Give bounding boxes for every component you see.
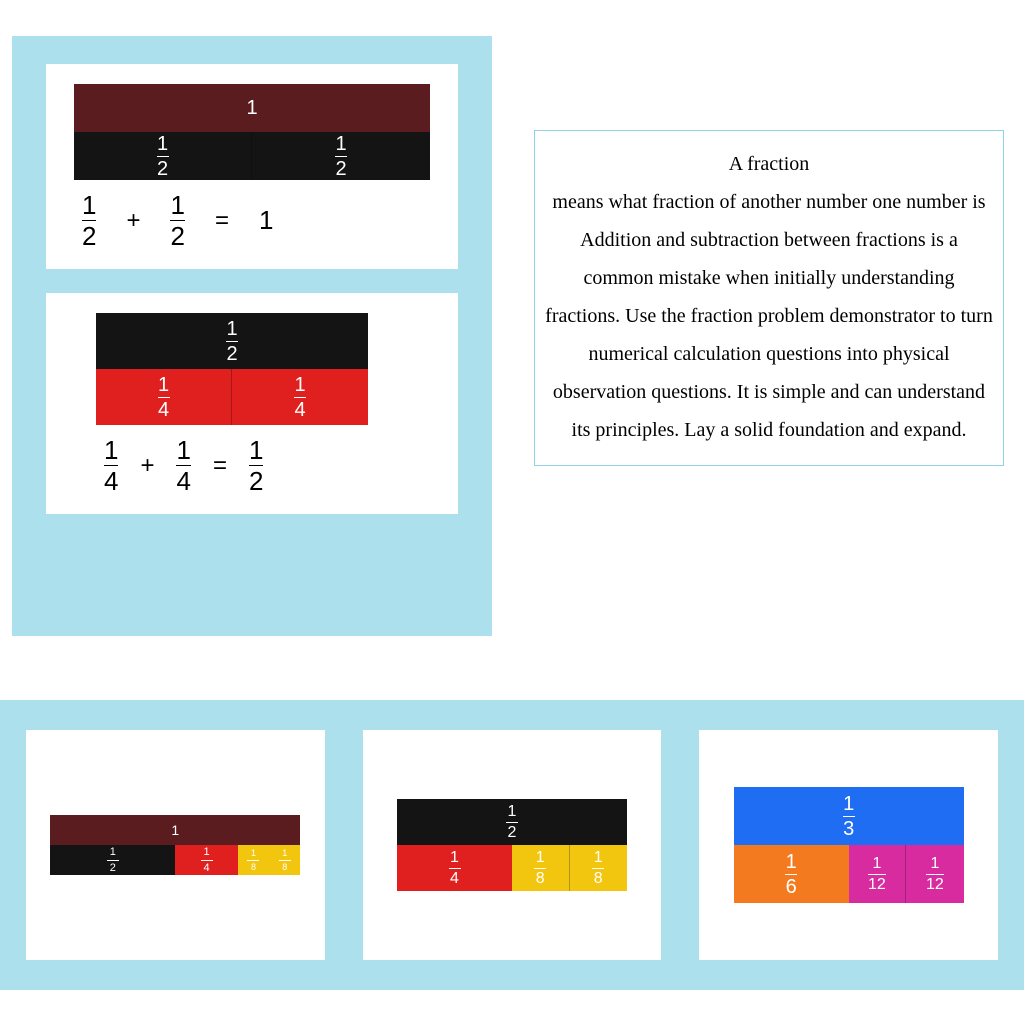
fraction-label: 1 2 (335, 134, 347, 179)
bar-sixth: 16 (734, 845, 849, 903)
bars-1: 1 1 2 1 2 (74, 84, 430, 180)
bar-label: 1 (171, 822, 179, 838)
bar-half: 1 2 (96, 313, 368, 369)
equation-2: 1 4 + 1 4 = 1 2 (96, 425, 368, 498)
bar-row-halves: 1 2 1 2 (74, 132, 430, 180)
bar-quarter: 14 (175, 845, 238, 875)
card-quarter-plus-quarter: 1 2 1 4 1 4 (46, 293, 458, 514)
bar-twelfth: 112 (849, 845, 907, 903)
fraction-label: 18 (592, 850, 604, 887)
fraction-label: 112 (926, 856, 944, 893)
description-box: A fraction means what fraction of anothe… (534, 130, 1004, 466)
fraction-label: 13 (843, 794, 855, 839)
eq-result: 1 (259, 205, 273, 236)
bar-half: 1 2 (252, 132, 430, 180)
fraction-label: 112 (868, 856, 886, 893)
bar-whole: 1 (50, 815, 300, 845)
thumb-3: 13 16 112 112 (699, 730, 998, 960)
fraction-label: 14 (201, 847, 213, 874)
bar-half: 12 (397, 799, 627, 845)
bar-row-half: 1 2 (96, 313, 368, 369)
description-title: A fraction (545, 145, 993, 183)
top-left-panel: 1 1 2 1 2 1 (12, 36, 492, 636)
bar-eighth: 18 (269, 845, 300, 875)
equals-icon: = (215, 207, 229, 235)
thumb-2: 12 14 18 18 (363, 730, 662, 960)
fraction-label: 12 (506, 804, 518, 841)
bar-quarter: 1 4 (232, 369, 368, 425)
bar-eighth: 18 (238, 845, 269, 875)
bar-half: 1 2 (74, 132, 252, 180)
bar-quarter: 14 (397, 845, 512, 891)
card-half-plus-half: 1 1 2 1 2 1 (46, 64, 458, 269)
bar-row-quarters: 1 4 1 4 (96, 369, 368, 425)
bar-eighth: 18 (512, 845, 570, 891)
bar-quarter: 1 4 (96, 369, 232, 425)
bar-label: 1 (246, 97, 257, 120)
bar-row-whole: 1 (74, 84, 430, 132)
fraction-label: 18 (247, 849, 259, 872)
bars-2: 1 2 1 4 1 4 (96, 313, 368, 425)
plus-icon: + (126, 207, 140, 235)
fraction-label: 18 (279, 849, 291, 872)
bar-half: 12 (50, 845, 175, 875)
fraction-label: 1 4 (158, 375, 170, 420)
fraction-label: 18 (534, 850, 546, 887)
bottom-panel: 1 12 14 18 18 (0, 700, 1024, 990)
equation-1: 1 2 + 1 2 = 1 (74, 180, 430, 253)
fraction-label: 1 2 (157, 134, 169, 179)
fraction-label: 14 (449, 850, 461, 887)
equals-icon: = (213, 452, 227, 480)
eq-result: 1 2 (249, 437, 263, 494)
fraction-label: 1 4 (294, 375, 306, 420)
plus-icon: + (140, 452, 154, 480)
fraction-label: 12 (107, 847, 119, 874)
thumb-1: 1 12 14 18 18 (26, 730, 325, 960)
eq-term: 1 4 (104, 437, 118, 494)
eq-term: 1 2 (170, 192, 184, 249)
eq-term: 1 2 (82, 192, 96, 249)
bar-whole: 1 (74, 84, 430, 132)
fraction-label: 1 2 (226, 319, 238, 364)
fraction-label: 16 (785, 852, 797, 897)
bar-twelfth: 112 (906, 845, 964, 903)
eq-term: 1 4 (176, 437, 190, 494)
bar-eighth: 18 (570, 845, 628, 891)
description-body: means what fraction of another number on… (545, 183, 993, 449)
bar-third: 13 (734, 787, 964, 845)
